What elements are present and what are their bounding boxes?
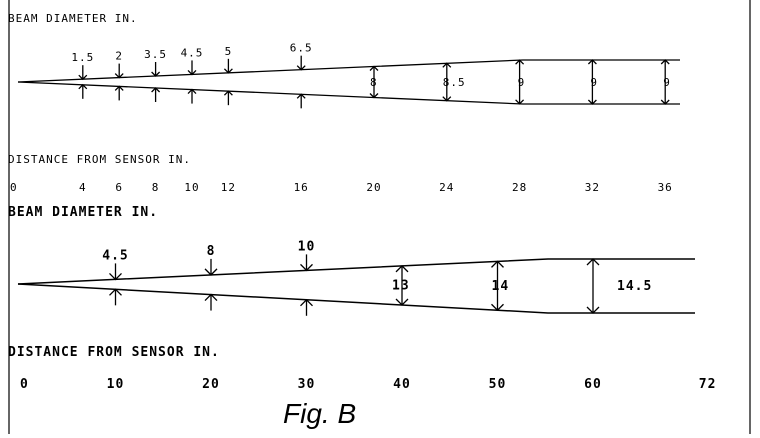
diameter-label: 13 [392,278,410,293]
diameter-marker: 10 [298,239,316,316]
tick-label: 16 [294,181,309,194]
beam-upper-edge [17,258,695,285]
beam-lower-edge [17,81,680,105]
tick-label: 20 [366,181,381,194]
diameter-marker: 9 [660,59,671,105]
diameter-marker: 9 [587,59,598,105]
tick-label: 6 [115,181,123,194]
diameter-label: 14.5 [617,279,652,294]
tick-label: 4 [79,181,87,194]
tick-label: 32 [585,181,600,194]
diameter-label: 8 [370,76,378,89]
tick-label: 12 [221,181,236,194]
diameter-label: 2 [115,50,123,63]
diameter-marker: 14.5 [586,258,652,314]
diagram1-diameters: 1.5 2 3.5 4.5 5 6.5 8 8.5 9 9 9 [71,42,670,109]
tick-label: 60 [584,377,602,392]
tick-label: 28 [512,181,527,194]
diameter-label: 9 [590,76,598,89]
tick-label: 10 [107,377,125,392]
diameter-label: 5 [225,45,233,58]
diameter-label: 9 [663,76,671,89]
diameter-marker: 6.5 [290,42,313,109]
diameter-marker: 13 [392,264,410,306]
diagram2-tick-labels: 0 10 20 30 40 50 60 72 [20,377,717,392]
diameter-marker: 4.5 [102,248,128,306]
beam-upper-edge [17,59,680,83]
figure-caption: Fig. B [283,398,356,429]
tick-label: 20 [202,377,220,392]
diagram1-xlabel: DISTANCE FROM SENSOR IN. [8,153,191,166]
diameter-marker: 9 [515,59,526,105]
diameter-marker: 4.5 [181,46,204,104]
diameter-label: 9 [518,76,526,89]
diameter-marker: 8 [369,65,379,99]
tick-label: 0 [10,181,18,194]
tick-label: 8 [152,181,160,194]
diameter-label: 4.5 [181,46,204,59]
diameter-marker: 5 [223,45,233,106]
diameter-label: 6.5 [290,42,313,55]
diagram1-title: BEAM DIAMETER IN. [8,12,138,25]
diagram2-diameters: 4.5 8 10 13 14 14.5 [102,239,652,316]
diameter-marker: 14 [491,260,510,312]
diameter-label: 8 [207,244,216,259]
tick-label: 72 [699,377,717,392]
diameter-label: 14 [492,279,510,294]
diameter-marker: 1.5 [71,51,94,99]
diameter-label: 10 [298,239,316,254]
tick-label: 50 [489,377,507,392]
diameter-label: 1.5 [71,51,94,64]
tick-label: 24 [439,181,454,194]
tick-label: 0 [20,377,29,392]
diagram2-xlabel: DISTANCE FROM SENSOR IN. [8,345,220,360]
tick-label: 40 [393,377,411,392]
diameter-label: 3.5 [144,48,167,61]
diameter-marker: 8 [204,244,218,311]
diagram1-tick-labels: 0 4 6 8 10 12 16 20 24 28 32 36 [10,181,673,194]
beam-lower-edge [17,283,695,314]
diameter-marker: 8.5 [442,62,466,102]
tick-label: 10 [184,181,199,194]
diagram2-beam [17,258,695,314]
frame [8,0,751,434]
tick-label: 36 [658,181,673,194]
diameter-label: 4.5 [102,248,128,263]
diagram1-beam [17,59,680,105]
diameter-label: 8.5 [443,76,466,89]
diameter-marker: 3.5 [144,48,167,102]
tick-label: 30 [298,377,316,392]
diameter-marker: 2 [114,50,124,101]
diagram2-title: BEAM DIAMETER IN. [8,205,158,220]
